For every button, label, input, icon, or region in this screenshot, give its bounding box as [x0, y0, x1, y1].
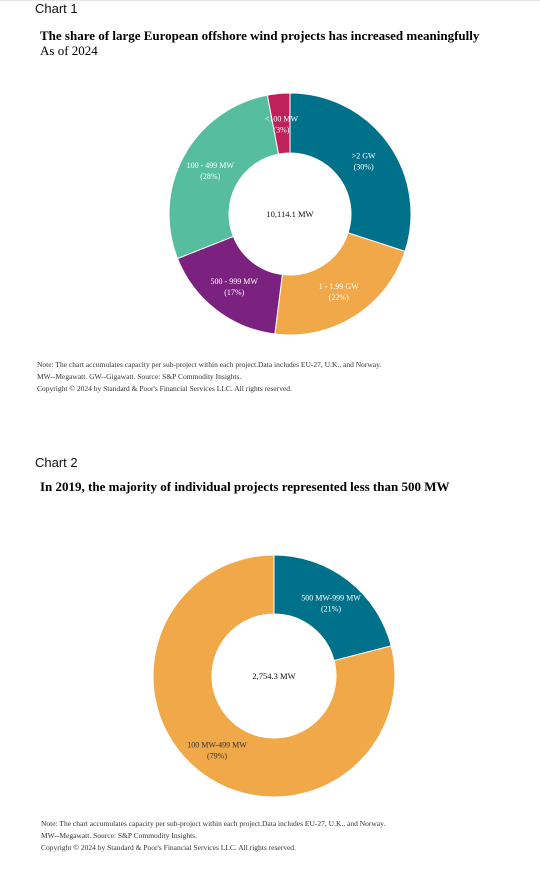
slice-label: >2 GW: [352, 152, 376, 161]
chart-2-note-line: Note: The chart accumulates capacity per…: [41, 819, 386, 828]
donut-center-total: 10,114.1 MW: [266, 209, 313, 219]
chart-1-copyright: Copyright © 2024 by Standard & Poor's Fi…: [37, 384, 292, 393]
donut-slice: [266, 92, 291, 155]
chart-2-copyright: Copyright © 2024 by Standard & Poor's Fi…: [41, 843, 296, 852]
slice-label: 1 - 1.99 GW: [319, 282, 359, 291]
chart-1-abbrev-line: MW--Megawatt. GW--Gigawatt. Source: S&P …: [37, 372, 242, 381]
chart-2-title: In 2019, the majority of individual proj…: [40, 479, 450, 494]
chart-1-notes: Note: The chart accumulates capacity per…: [37, 359, 381, 395]
donut-slice: [289, 92, 412, 253]
slice-percent-label: (21%): [321, 605, 341, 614]
chart-2-donut: 500 MW-999 MW (21%) 100 MW-499 MW (79%) 2,75…: [152, 554, 396, 798]
slice-percent-label: (28%): [200, 172, 220, 181]
slice-percent-label: (30%): [354, 163, 374, 172]
donut-slice: [168, 94, 280, 260]
chart-1-donut: >2 GW (30%) 1 - 1.99 GW (22%) 500 - 999 MW (1…: [168, 92, 412, 336]
slice-label: <100 MW: [265, 114, 299, 123]
chart-1-title: The share of large European offshore win…: [40, 28, 480, 43]
slice-label: 500 MW-999 MW: [301, 594, 361, 603]
chart-1-subtitle: As of 2024: [40, 43, 98, 58]
chart-2-notes: Note: The chart accumulates capacity per…: [41, 818, 385, 854]
slice-label: 500 - 999 MW: [211, 277, 259, 286]
donut-slice: [152, 554, 396, 798]
slice-percent-label: (22%): [329, 293, 349, 302]
chart-2-abbrev-line: MW--Megawatt. Source: S&P Commodity Insi…: [41, 831, 197, 840]
chart-1-note-line: Note: The chart accumulates capacity per…: [37, 360, 382, 369]
donut-center-total: 2,754.3 MW: [252, 671, 295, 681]
slice-percent-label: (17%): [224, 288, 244, 297]
slice-percent-label: (3%): [273, 125, 289, 134]
donut-slice: [273, 554, 392, 662]
slice-percent-label: (79%): [207, 751, 227, 760]
donut-slice: [274, 232, 406, 336]
chart-2-label: Chart 2: [35, 455, 78, 470]
chart-1-label: Chart 1: [35, 1, 78, 16]
top-divider: [0, 0, 540, 1]
slice-label: 100 MW-499 MW: [187, 740, 247, 749]
slice-label: 100 - 499 MW: [187, 161, 235, 170]
